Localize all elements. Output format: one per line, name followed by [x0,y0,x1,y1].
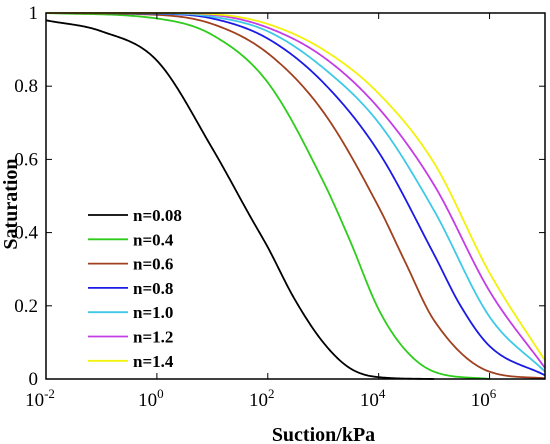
legend-item-1: n=0.08 [88,206,182,225]
x-tick-label-4: 104 [360,386,386,411]
legend-label-2: n=0.4 [133,230,174,249]
legend-label-1: n=0.08 [133,206,182,225]
series-line-7 [46,12,546,362]
x-tick-label-3: 102 [249,386,275,411]
plot-frame [45,12,546,380]
legend-label-4: n=0.8 [133,279,173,298]
legend-item-4: n=0.8 [88,279,173,298]
y-tick-label-4: 0.6 [14,149,38,170]
legend-item-2: n=0.4 [88,230,174,249]
legend-label-3: n=0.6 [133,255,173,274]
x-tick-label-5: 106 [471,386,497,411]
x-axis-label: Suction/kPa [272,424,375,444]
y-axis-label: Saturation [0,158,22,249]
legend-item-6: n=1.2 [88,328,173,347]
series-line-3 [45,12,546,380]
y-tick-label-6: 1 [29,3,39,24]
series-line-2 [45,12,490,380]
legend-item-7: n=1.4 [88,352,174,371]
y-tick-label-3: 0.4 [14,223,38,244]
x-tick-label-1: 10-2 [25,386,55,411]
legend-item-5: n=1.0 [88,303,173,322]
x-tick-labels: 10-2 100 102 104 106 [25,386,497,411]
series-line-6 [46,12,546,369]
axis-ticks [45,12,545,380]
legend-item-3: n=0.6 [88,255,173,274]
series-line-4 [46,12,546,377]
series-line-5 [46,12,546,373]
series-line-1 [45,19,435,380]
legend: n=0.08 n=0.4 n=0.6 n=0.8 n=1.0 n=1.2 n=1.4 [88,206,182,371]
y-tick-labels: 0 0.2 0.4 0.6 0.8 1 [14,3,38,390]
legend-label-5: n=1.0 [133,303,173,322]
y-tick-label-5: 0.8 [14,76,38,97]
y-tick-label-1: 0 [29,369,39,390]
x-tick-label-2: 100 [138,386,164,411]
legend-label-7: n=1.4 [133,352,174,371]
legend-label-6: n=1.2 [133,328,173,347]
series-curves [45,12,546,380]
y-tick-label-2: 0.2 [14,296,38,317]
